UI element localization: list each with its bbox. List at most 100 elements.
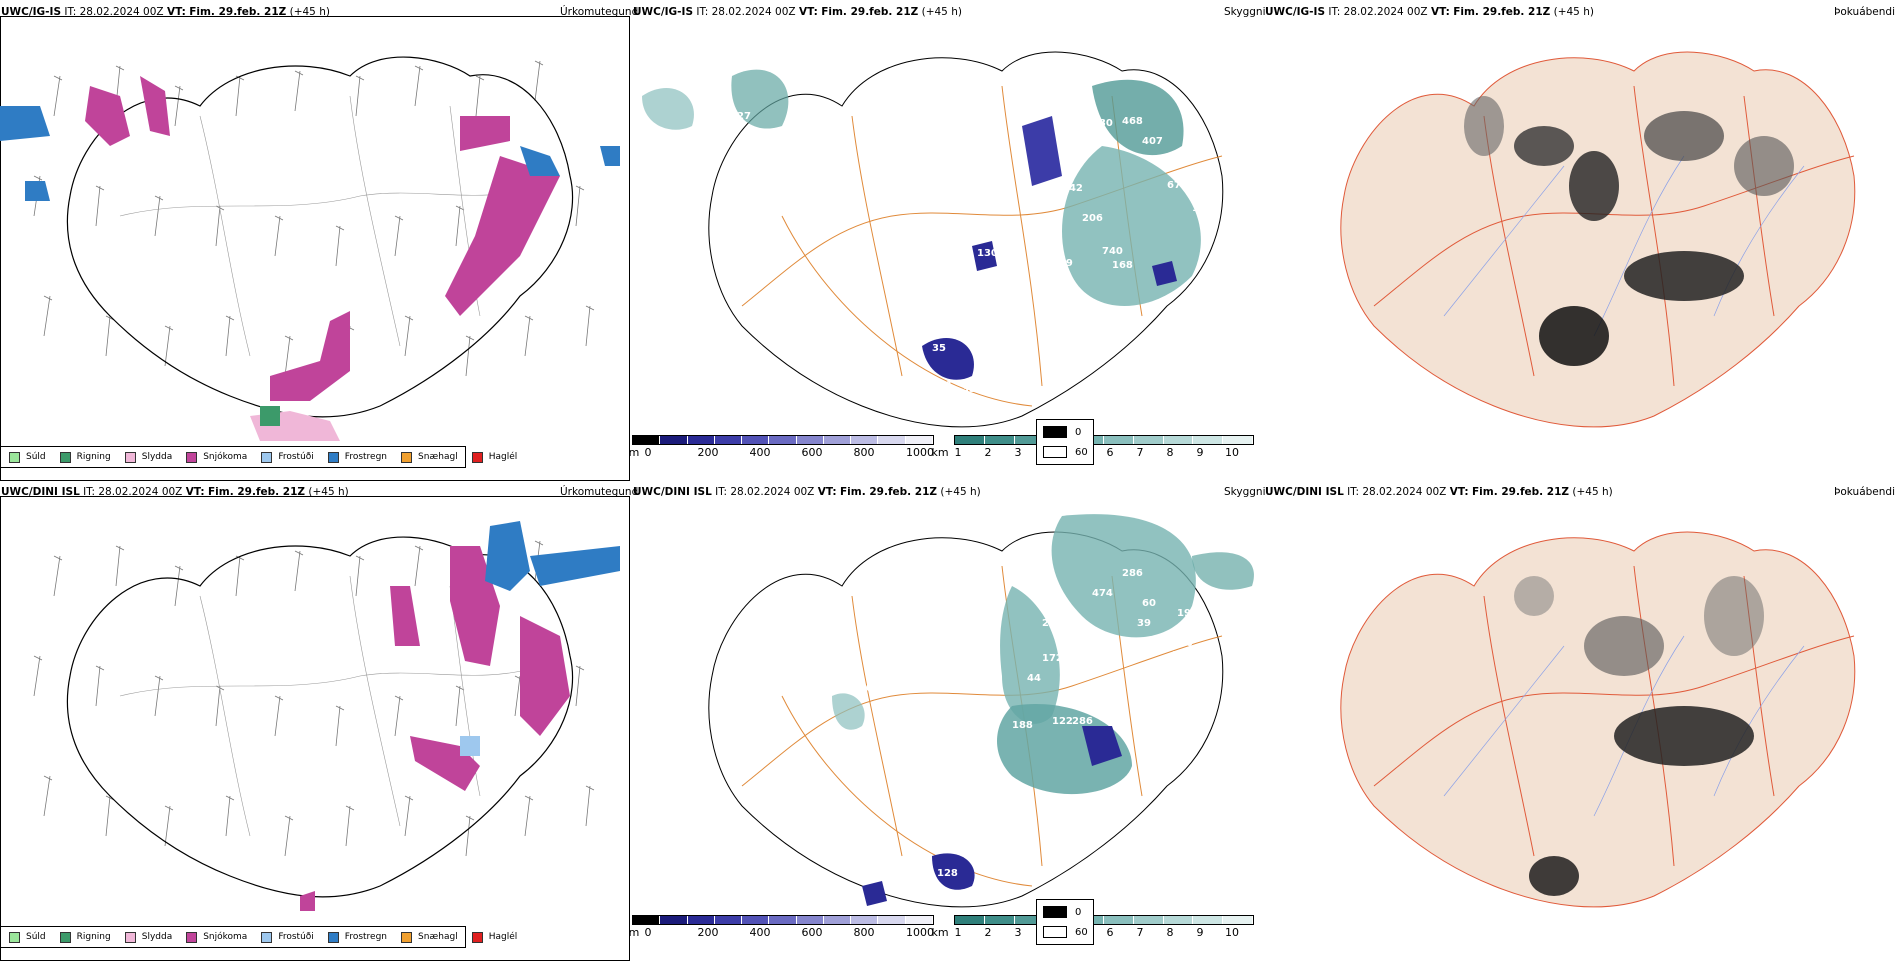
tick-label: 200 — [697, 926, 719, 939]
init-time: IT: 28.02.2024 00Z — [64, 6, 164, 18]
fog-legend: 0 60 — [1036, 419, 1094, 465]
terrain-colorbar: m 0 200 400 600 800 1000 — [629, 435, 934, 465]
legend-label: 0 — [1075, 426, 1082, 438]
legend-item: Snæhagl — [401, 931, 458, 943]
map-label: 123 — [992, 172, 1013, 183]
precip-map — [0, 56, 620, 441]
colorbar-unit: m — [628, 926, 640, 939]
tick-label: 3 — [1014, 446, 1022, 459]
fog-areas — [1514, 576, 1764, 896]
map-label: 27 — [737, 111, 751, 122]
visibility-panel-row2: UWC/DINI ISL IT: 28.02.2024 00Z VT: Fim.… — [628, 486, 1266, 961]
legend-item: Frostregn — [327, 451, 387, 463]
map-label: 320 — [1172, 638, 1193, 649]
valid-time: Fim. 29.feb. 21Z — [1471, 486, 1570, 498]
precip-type-panel-row2: UWC/DINI ISL IT: 28.02.2024 00Z VT: Fim.… — [0, 486, 638, 961]
legend-item: Frostúði — [261, 931, 314, 943]
legend-swatch — [471, 931, 483, 943]
map-label: 740 — [1102, 246, 1123, 257]
map-label: 330 — [1092, 118, 1113, 129]
tick-label: 400 — [749, 926, 771, 939]
lead-time: (+45 h) — [1553, 6, 1594, 18]
fog-legend-item: 60 — [1043, 446, 1088, 458]
valid-time: Fim. 29.feb. 21Z — [839, 486, 938, 498]
map-label: 88 — [1102, 698, 1116, 709]
legend-swatch — [124, 451, 136, 463]
init-time: IT: 28.02.2024 00Z — [1328, 6, 1428, 18]
valid-label: VT: — [1430, 6, 1450, 18]
legend-label: Slydda — [141, 932, 173, 942]
tick-label: 2 — [984, 926, 992, 939]
init-time: IT: 28.02.2024 00Z — [715, 486, 815, 498]
iceland-landmass — [1340, 51, 1856, 428]
precip-legend: Súld Rigning Slydda Snjókoma Frostúði Fr… — [0, 926, 517, 948]
visibility-panel-row1: UWC/IG-IS IT: 28.02.2024 00Z VT: Fim. 29… — [629, 6, 1266, 481]
map-label: 188 — [1012, 720, 1033, 731]
map-label: 44 — [1027, 673, 1041, 684]
legend-label: 0 — [1075, 906, 1082, 918]
legend-label: Rigning — [76, 932, 111, 942]
tick-label: 1 — [954, 446, 962, 459]
iceland-landmass — [1340, 531, 1856, 908]
map-label: 11 — [992, 706, 1006, 717]
rivers — [1443, 155, 1805, 337]
legend-swatch — [327, 451, 339, 463]
init-time: IT: 28.02.2024 00Z — [696, 6, 796, 18]
valid-label: VT: — [166, 6, 186, 18]
tick-label: 600 — [801, 926, 823, 939]
legend-label: Haglél — [488, 932, 518, 942]
tick-label: 8 — [1166, 926, 1174, 939]
map-label: 11 — [992, 236, 1006, 247]
legend-label: Snjókoma — [203, 932, 248, 942]
valid-time: Fim. 29.feb. 21Z — [189, 6, 287, 18]
fog-map — [1340, 51, 1856, 428]
legend-label: Frostúði — [278, 452, 314, 462]
legend-label: Súld — [26, 932, 46, 942]
tick-label: 600 — [801, 446, 823, 459]
legend-item: Haglél — [471, 931, 518, 943]
colorbar-cells — [632, 915, 934, 925]
init-time: IT: 28.02.2024 00Z — [1347, 486, 1447, 498]
legend-item: Snæhagl — [401, 451, 458, 463]
map-label: 320 — [1172, 650, 1193, 661]
map-label: 67 — [1167, 180, 1181, 191]
legend-swatch — [471, 451, 483, 463]
visibility-colorbar: km 1 2 3 4 5 6 7 8 9 10 — [931, 435, 1254, 465]
tick-label: 400 — [749, 446, 771, 459]
panel-header: UWC/DINI ISL IT: 28.02.2024 00Z VT: Fim.… — [1265, 486, 1613, 498]
tick-label: 800 — [853, 926, 875, 939]
legend-label: Súld — [26, 452, 46, 462]
model-name: UWC/IG-IS — [1, 6, 62, 18]
tick-label: 8 — [1166, 446, 1174, 459]
fog-map — [1340, 531, 1856, 908]
tick-label: 3 — [1014, 926, 1022, 939]
legend-item: Haglél — [471, 451, 517, 463]
legend-swatch — [124, 931, 136, 943]
legend-item: Súld — [9, 451, 46, 463]
map-label: 35 — [932, 343, 946, 354]
legend-item: Frostregn — [327, 931, 387, 943]
map-label: 185 — [1192, 203, 1213, 214]
lead-time: (+45 h) — [1572, 486, 1613, 498]
fog-legend-item: 0 — [1043, 906, 1081, 918]
tick-label: 10 — [1225, 926, 1239, 939]
iceland-outline — [708, 531, 1224, 908]
map-label: 140 — [962, 142, 983, 153]
model-name: UWC/DINI ISL — [1, 486, 80, 498]
map-label: 198 — [1177, 608, 1198, 619]
legend-label: Frostúði — [278, 932, 314, 942]
precip-areas — [0, 76, 620, 441]
tick-label: 9 — [1196, 926, 1204, 939]
legend-swatch — [1043, 926, 1067, 938]
legend-swatch — [1043, 446, 1067, 458]
map-label: 286 — [1122, 568, 1143, 579]
legend-label: 60 — [1075, 926, 1088, 938]
map-label: 91 — [1117, 720, 1131, 731]
map-label: 128 — [937, 868, 958, 879]
map-label: 38 — [962, 178, 976, 189]
colorbar-unit: km — [931, 446, 949, 459]
panel-title: Úrkomutegund — [560, 486, 639, 498]
colorbar-ticks: km 1 2 3 4 5 6 7 8 9 10 — [931, 446, 1254, 460]
map-label: 120 — [852, 683, 873, 694]
model-name: UWC/IG-IS — [633, 6, 694, 18]
